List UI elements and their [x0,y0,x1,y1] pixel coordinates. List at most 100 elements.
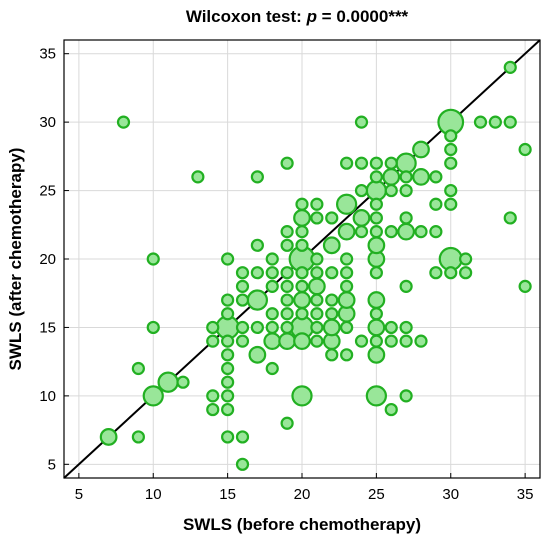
x-tick-label-30: 30 [442,486,459,503]
data-point [399,334,413,348]
data-point [335,193,358,215]
data-point [265,266,279,280]
data-point [265,252,279,266]
data-point [429,266,443,280]
data-point [429,197,443,211]
data-point [265,320,279,335]
data-point [399,211,413,225]
y-tick-label-15: 15 [39,319,56,336]
data-point [265,361,279,376]
data-point [293,209,311,227]
data-point [206,320,220,335]
data-point [365,385,388,407]
chart-title: Wilcoxon test: p = 0.0000*** [186,7,409,26]
data-point [206,402,220,417]
data-point [384,183,398,198]
data-point [250,170,264,184]
data-point [235,334,250,348]
data-point [367,318,386,337]
data-point [250,266,264,280]
data-point [369,197,383,211]
data-point [280,225,294,239]
data-point [384,334,398,348]
data-point [310,252,324,266]
data-point [235,266,250,280]
data-point [310,266,324,280]
data-point [221,334,235,348]
data-point [412,167,430,186]
data-point [369,307,383,321]
data-point [325,211,339,225]
data-point [354,183,369,198]
data-point [235,279,250,293]
data-point [337,291,356,309]
data-point [444,197,458,211]
data-point [444,266,458,280]
y-tick-label-10: 10 [39,388,56,405]
data-point [265,307,279,321]
data-point [518,279,532,293]
data-point [295,307,309,321]
data-point [131,430,145,444]
data-point [206,334,220,348]
data-point [116,115,131,129]
data-point [221,361,235,376]
data-point [280,266,294,280]
y-tick-label-30: 30 [39,114,56,131]
data-point [295,225,309,239]
x-tick-label-10: 10 [145,486,162,503]
x-tick-label-20: 20 [294,486,311,503]
data-point [310,307,324,321]
data-point [473,115,488,129]
data-point [293,332,311,351]
data-point [250,320,264,335]
y-tick-label-25: 25 [39,183,56,200]
data-point [444,129,458,143]
data-point [340,156,354,170]
data-point [367,291,386,309]
data-point [367,345,386,364]
x-tick-label-35: 35 [517,486,534,503]
data-point [369,170,383,184]
data-point [459,252,473,266]
data-point [397,222,416,241]
data-point [325,348,339,362]
data-point [429,225,443,239]
data-point [295,197,309,211]
data-point [307,277,326,296]
data-point [310,197,324,211]
data-point [444,156,458,170]
chart-title-p: p [306,7,317,26]
data-point [340,320,354,335]
data-point [280,307,294,321]
data-point [399,170,413,184]
data-point [310,211,324,225]
data-point [246,289,269,311]
data-point [399,279,413,293]
data-point [280,293,294,307]
data-point [146,252,160,266]
data-point [221,389,235,403]
data-point [367,236,386,255]
data-point [414,225,428,239]
data-point [191,170,205,184]
data-point [221,375,235,389]
data-point [340,279,354,293]
data-point [429,170,443,184]
data-point [221,402,235,417]
data-point [99,428,118,446]
data-point [206,389,220,403]
data-point [322,236,341,255]
data-point [369,156,383,170]
data-point [280,156,294,170]
data-point [518,142,532,157]
data-point [235,430,250,444]
data-point [384,156,398,170]
data-point [384,320,398,335]
y-axis-label: SWLS (after chemotherapy) [6,148,25,371]
data-point [310,320,324,335]
data-point [459,266,473,280]
data-point [503,60,517,74]
data-point [280,279,294,293]
data-point [176,375,190,389]
